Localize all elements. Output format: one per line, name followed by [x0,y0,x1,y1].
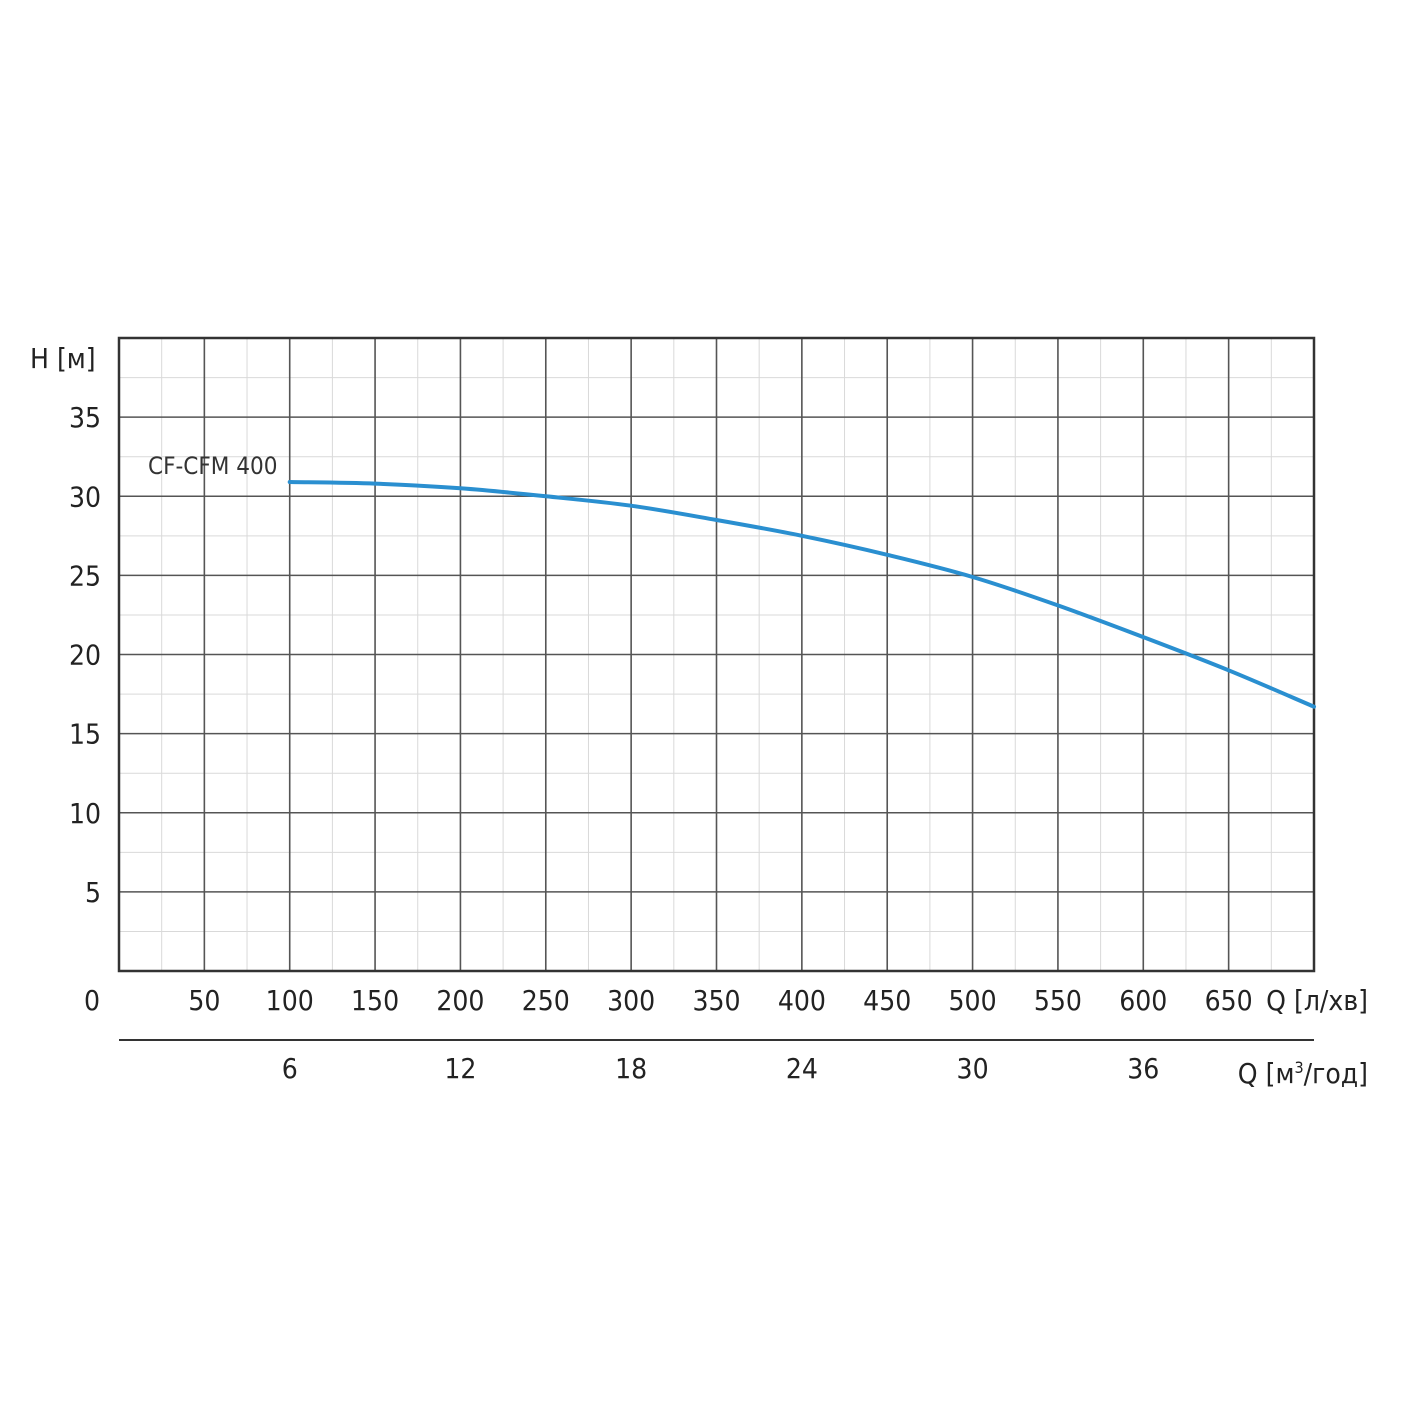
x-tick-label: 200 [436,984,484,1017]
x-tick-label: 300 [607,984,655,1017]
x-tick-label: 50 [188,984,220,1017]
x-tick-label: 450 [863,984,911,1017]
x-tick-label: 600 [1119,984,1167,1017]
secondary-x-tick-label: 12 [444,1052,476,1085]
axes [117,336,1316,1041]
y-tick-label: 20 [69,639,101,672]
y-tick-label: 35 [69,401,101,434]
plot-frame [117,336,1316,973]
x-tick-label: 150 [351,984,399,1017]
secondary-x-axis-title: Q [м3/год] [1238,1057,1368,1090]
secondary-x-tick-label: 24 [786,1052,818,1085]
x-tick-label: 500 [949,984,997,1017]
secondary-x-tick-labels: 6 12 18 24 30 36 [282,1052,1160,1085]
x-tick-label: 350 [692,984,740,1017]
x-tick-label: 0 [84,984,100,1017]
secondary-x-tick-label: 6 [282,1052,298,1085]
y-tick-labels: 5 10 15 20 25 30 35 [69,401,101,909]
major-grid [119,338,1314,971]
y-tick-label: 25 [69,559,101,592]
x-tick-label: 550 [1034,984,1082,1017]
series-line [287,480,1316,709]
series-group [287,480,1316,709]
x-tick-labels: 0 50 100 150 200 250 300 350 400 450 500 550 600 650 [84,984,1253,1017]
x-axis-title: Q [л/хв] [1266,984,1368,1017]
secondary-x-tick-label: 30 [957,1052,989,1085]
x-tick-label: 650 [1205,984,1253,1017]
y-tick-label: 15 [69,718,101,751]
y-tick-label: 5 [85,876,101,909]
y-tick-label: 30 [69,480,101,513]
x-tick-label: 400 [778,984,826,1017]
series-label: CF-CFM 400 [148,452,278,480]
secondary-x-tick-label: 36 [1127,1052,1159,1085]
secondary-x-tick-label: 18 [615,1052,647,1085]
y-axis-title: H [м] [30,342,96,375]
x-tick-label: 100 [266,984,314,1017]
y-tick-label: 10 [69,797,101,830]
x-tick-label: 250 [522,984,570,1017]
